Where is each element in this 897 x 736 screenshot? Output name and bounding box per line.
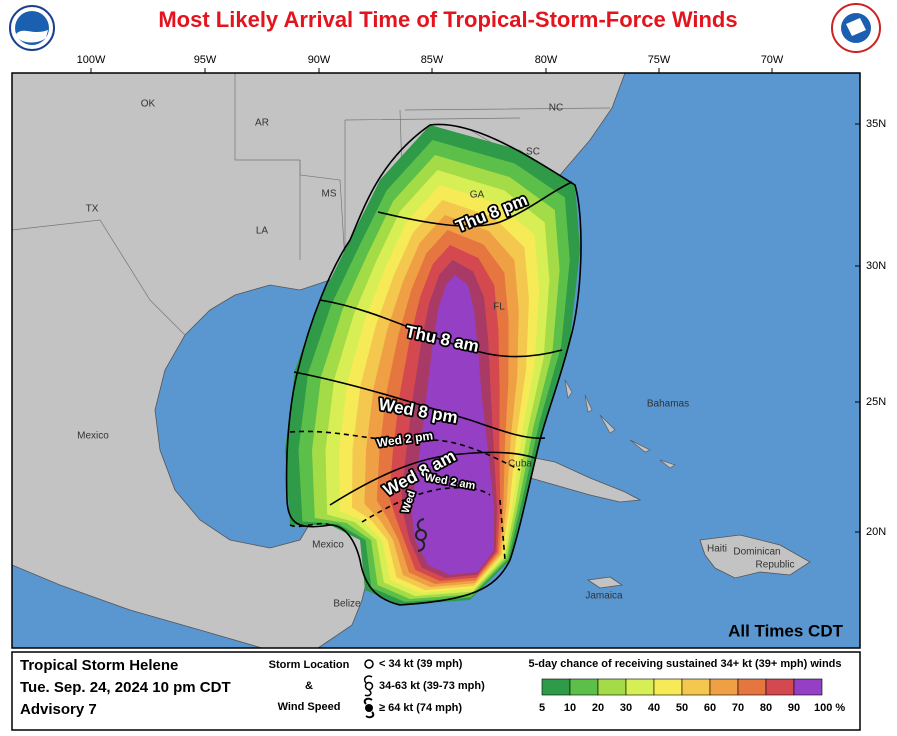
noaa-logo — [9, 5, 55, 51]
longitude-label: 90W — [308, 54, 331, 66]
cone-outline — [285, 123, 582, 606]
scale-label: 90 — [788, 702, 800, 714]
storm-symbol — [415, 518, 427, 552]
symbol-label: < 34 kt (39 mph) — [379, 658, 463, 670]
scale-swatch — [765, 678, 795, 696]
legend-symbols — [363, 659, 375, 719]
place-label: MS — [322, 189, 337, 200]
scale-swatch — [541, 678, 571, 696]
scale-label: 10 — [564, 702, 576, 714]
place-label: Republic — [756, 560, 795, 571]
place-label: Jamaica — [585, 591, 623, 602]
longitude-label: 100W — [77, 54, 106, 66]
place-label: AR — [255, 118, 269, 129]
symbol-label: ≥ 64 kt (74 mph) — [379, 702, 462, 714]
scale-label: 60 — [704, 702, 716, 714]
map: OK AR MS TX LA GA SC NC FL Mexico Cuba Bahamas Haiti… — [12, 73, 860, 648]
nws-logo — [831, 3, 881, 53]
map-frame — [11, 72, 861, 649]
storm-name: Tropical Storm Helene — [20, 657, 178, 674]
place-label: NC — [549, 103, 563, 114]
scale-swatch — [625, 678, 655, 696]
jamaica — [586, 576, 624, 589]
scale-swatch — [681, 678, 711, 696]
time-note: All Times CDT — [728, 621, 844, 640]
hispaniola — [699, 534, 811, 579]
latitude-label: 25N — [866, 396, 886, 408]
scale-swatch — [569, 678, 599, 696]
scale-label: 30 — [620, 702, 632, 714]
place-label: SC — [526, 147, 540, 158]
scale-label: 70 — [732, 702, 744, 714]
scale-swatch — [737, 678, 767, 696]
place-label: LA — [256, 226, 269, 237]
place-label: Mexico — [77, 431, 109, 442]
advisory-number: Advisory 7 — [20, 701, 97, 718]
scale-title: 5-day chance of receiving sustained 34+ … — [529, 658, 842, 670]
scale-label: 40 — [648, 702, 660, 714]
place-label: OK — [141, 99, 156, 110]
place-label: FL — [493, 302, 505, 313]
advisory-date: Tue. Sep. 24, 2024 10 pm CDT — [20, 679, 231, 696]
scale-swatch — [597, 678, 627, 696]
place-label: Bahamas — [647, 399, 689, 410]
title: Most Likely Arrival Time of Tropical-Sto… — [158, 7, 737, 32]
arrival-lines — [289, 181, 573, 561]
bahamas-islands — [564, 379, 676, 469]
place-label: GA — [470, 190, 485, 201]
place-label: Belize — [333, 599, 361, 610]
scale-swatch — [653, 678, 683, 696]
scale-label: 80 — [760, 702, 772, 714]
symbol-title: Storm Location — [269, 659, 350, 671]
longitude-label: 80W — [535, 54, 558, 66]
latitude-label: 35N — [866, 118, 886, 130]
longitude-label: 75W — [648, 54, 671, 66]
scale-swatch — [709, 678, 739, 696]
place-label: Cuba — [508, 459, 532, 470]
symbol-title: & — [305, 680, 313, 692]
place-label: TX — [86, 204, 99, 215]
scale-label: 20 — [592, 702, 604, 714]
place-label: Mexico — [312, 540, 344, 551]
longitude-label: 85W — [421, 54, 444, 66]
symbol-label: 34-63 kt (39-73 mph) — [379, 680, 485, 692]
scale-label: 100 % — [814, 702, 845, 714]
scale-swatch — [793, 678, 823, 696]
latitude-label: 20N — [866, 526, 886, 538]
place-label: Haiti — [707, 544, 727, 555]
latitude-label: 30N — [866, 260, 886, 272]
place-label: Dominican — [733, 547, 780, 558]
longitude-label: 70W — [761, 54, 784, 66]
scale-label: 50 — [676, 702, 688, 714]
scale-label: 5 — [539, 702, 545, 714]
longitude-label: 95W — [194, 54, 217, 66]
symbol-title: Wind Speed — [278, 701, 341, 713]
